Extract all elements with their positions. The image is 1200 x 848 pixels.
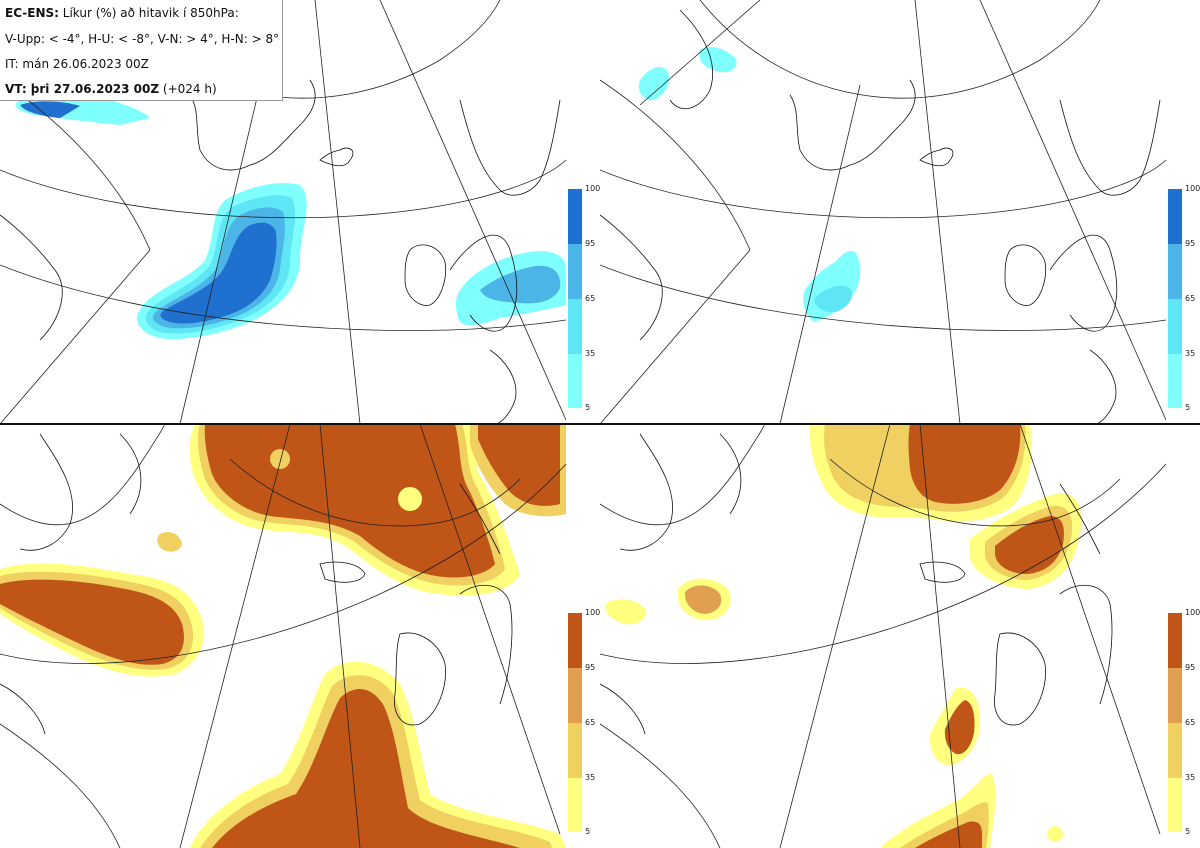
tick-label: 5 bbox=[585, 827, 591, 836]
coastlines bbox=[600, 9, 1161, 424]
title-rest: Líkur (%) að hitavik í 850hPa: bbox=[58, 6, 239, 20]
probability-contours bbox=[0, 424, 566, 848]
panel-warm-8 bbox=[600, 424, 1166, 848]
tick-label: 100 bbox=[1185, 184, 1200, 193]
probability-contours bbox=[15, 94, 566, 340]
tick-label: 35 bbox=[1185, 349, 1196, 358]
initial-time: IT: mán 26.06.2023 00Z bbox=[5, 57, 149, 71]
panel-cold-4 bbox=[0, 0, 566, 424]
tick-label: 5 bbox=[1185, 403, 1191, 412]
panel-warm-4 bbox=[0, 424, 566, 848]
panel-divider bbox=[0, 423, 1200, 425]
coastlines bbox=[600, 433, 1113, 735]
tick-label: 95 bbox=[585, 663, 596, 672]
colorbar-cold-4: 100 95 65 35 5 bbox=[568, 184, 600, 412]
map-cold-4 bbox=[0, 0, 566, 424]
tick-label: 95 bbox=[1185, 239, 1196, 248]
valid-time-rest: (+024 h) bbox=[159, 82, 217, 96]
valid-time-line: VT: þri 27.06.2023 00Z (+024 h) bbox=[5, 82, 217, 96]
tick-label: 65 bbox=[1185, 718, 1196, 727]
title-bold: EC-ENS: bbox=[5, 6, 59, 20]
tick-label: 95 bbox=[585, 239, 596, 248]
categories-line: V-Upp: < -4°, H-U: < -8°, V-N: > 4°, H-N… bbox=[5, 32, 280, 46]
tick-label: 65 bbox=[1185, 294, 1196, 303]
tick-label: 35 bbox=[585, 773, 596, 782]
tick-label: 95 bbox=[1185, 663, 1196, 672]
tick-label: 100 bbox=[585, 184, 601, 193]
valid-time-bold: VT: þri 27.06.2023 00Z bbox=[5, 82, 160, 96]
tick-label: 5 bbox=[1185, 827, 1191, 836]
probability-contours bbox=[638, 47, 861, 322]
graticule bbox=[600, 424, 1166, 848]
coastlines bbox=[0, 79, 561, 424]
graticule bbox=[600, 0, 1166, 424]
map-cold-8 bbox=[600, 0, 1166, 424]
colorbar-warm-8: 100 95 65 35 5 bbox=[1168, 608, 1200, 836]
tick-label: 35 bbox=[1185, 773, 1196, 782]
tick-label: 35 bbox=[585, 349, 596, 358]
legend-info-box: EC-ENS: Líkur (%) að hitavik í 850hPa: V… bbox=[0, 0, 283, 101]
tick-label: 65 bbox=[585, 718, 596, 727]
tick-label: 100 bbox=[585, 608, 601, 617]
tick-label: 100 bbox=[1185, 608, 1200, 617]
tick-label: 5 bbox=[585, 403, 591, 412]
coastlines bbox=[0, 433, 513, 735]
panel-cold-8 bbox=[600, 0, 1166, 424]
colorbar-warm-4: 100 95 65 35 5 bbox=[568, 608, 600, 836]
probability-contours bbox=[604, 424, 1082, 848]
colorbar-cold-8: 100 95 65 35 5 bbox=[1168, 184, 1200, 412]
map-warm-4 bbox=[0, 424, 566, 848]
title-line: EC-ENS: Líkur (%) að hitavik í 850hPa: bbox=[5, 6, 239, 20]
graticule bbox=[0, 424, 566, 848]
tick-label: 65 bbox=[585, 294, 596, 303]
map-warm-8 bbox=[600, 424, 1166, 848]
